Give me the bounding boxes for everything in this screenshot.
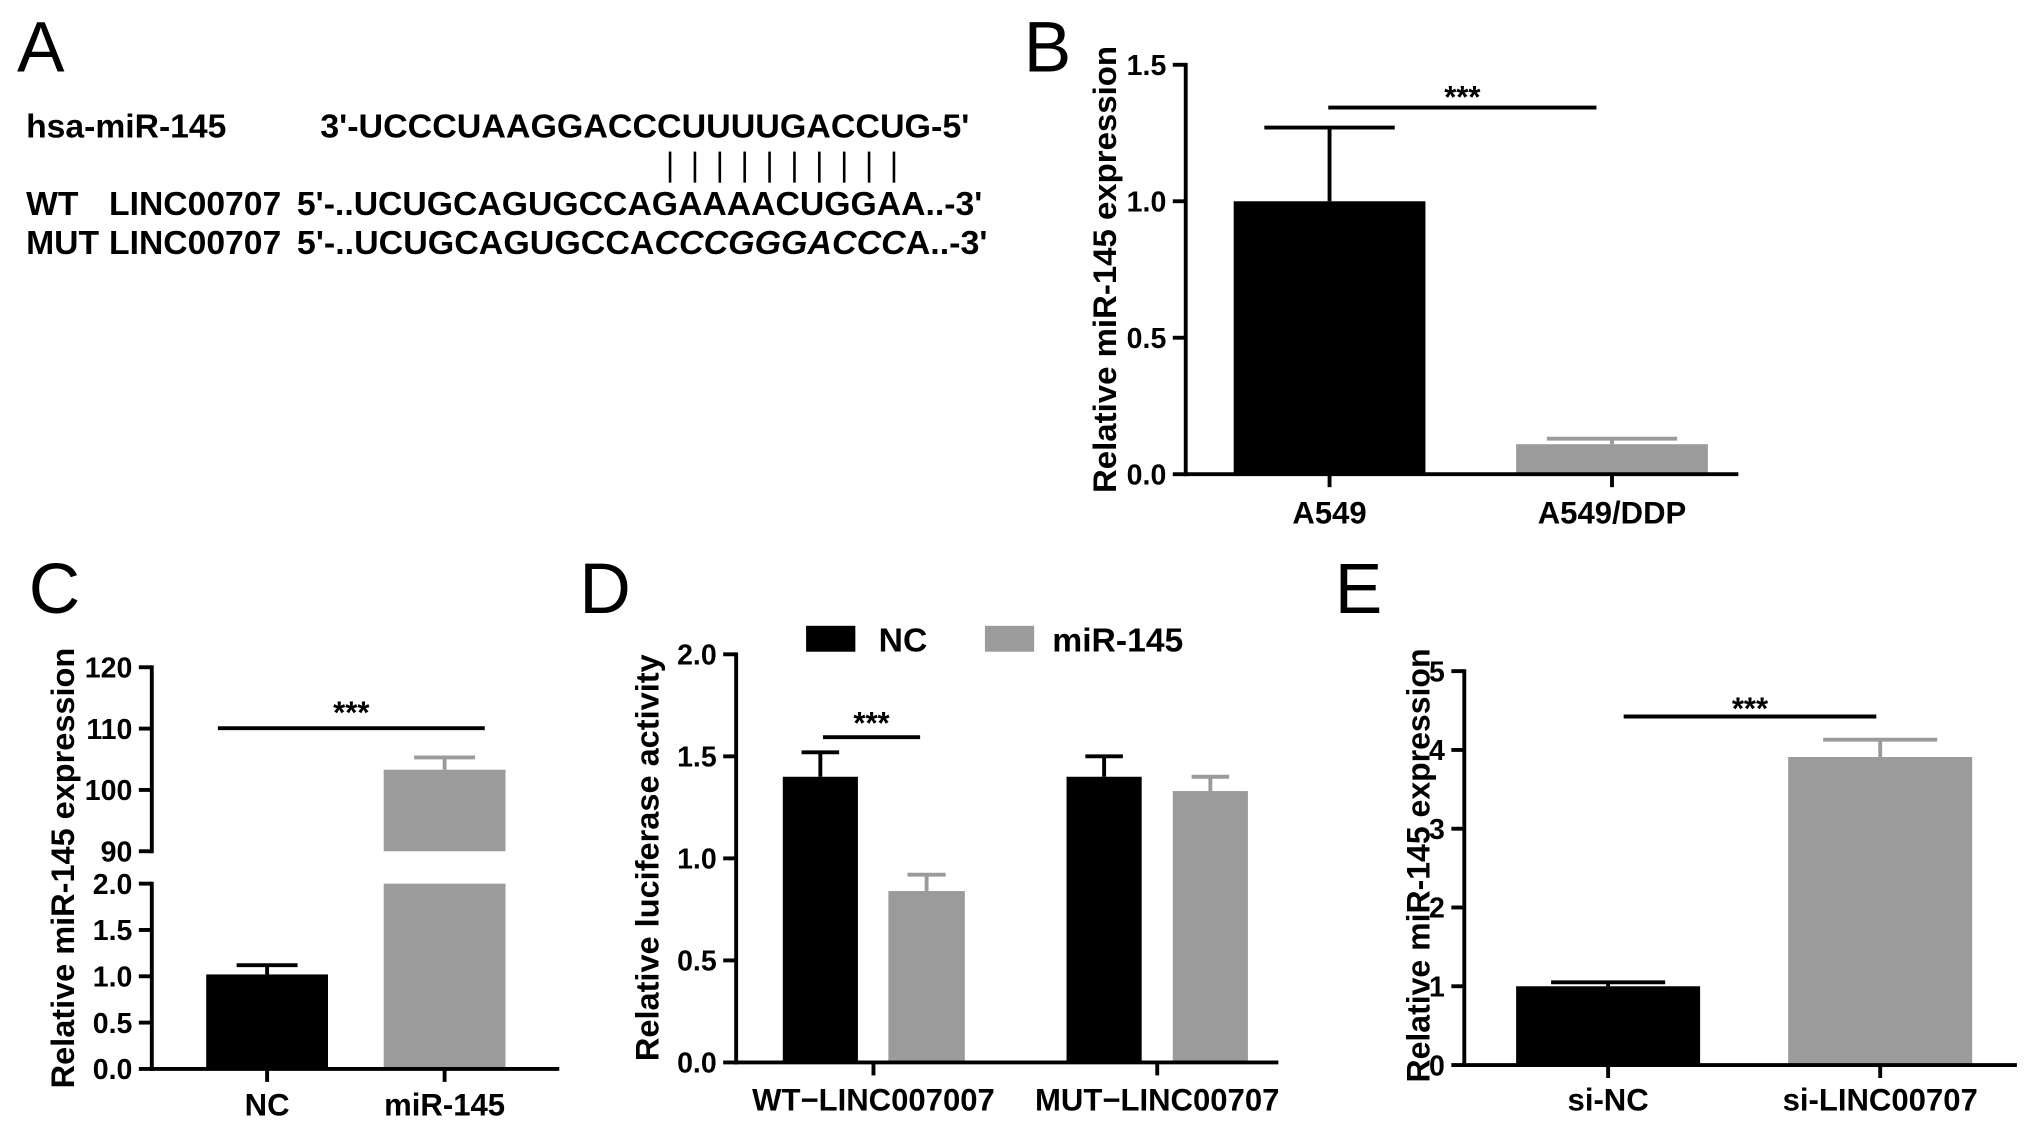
bar bbox=[383, 883, 506, 1069]
y-tick-label: 2.0 bbox=[93, 869, 133, 901]
y-tick-label: 1.0 bbox=[677, 844, 717, 876]
legend-label: NC bbox=[879, 623, 928, 660]
mirna-name: hsa-miR-145 bbox=[26, 108, 226, 145]
x-tick-label: A549 bbox=[1292, 495, 1366, 530]
y-tick-label: 1.5 bbox=[677, 742, 717, 774]
y-tick-label: 1.0 bbox=[93, 962, 133, 994]
mut-sequence: 5'-..UCUGCAGUGCCA CCCGGGACCCA..-3' bbox=[297, 225, 988, 262]
y-tick-label: 1.5 bbox=[1127, 50, 1167, 82]
bar bbox=[206, 974, 329, 1069]
bar bbox=[1066, 776, 1142, 1063]
bar bbox=[1516, 444, 1708, 475]
panel-label: D bbox=[579, 549, 630, 629]
y-tick-label: 120 bbox=[85, 653, 133, 685]
significance-label: *** bbox=[1444, 80, 1481, 115]
y-axis-label: Relative luciferase activity bbox=[629, 654, 665, 1061]
significance-label: *** bbox=[1732, 691, 1769, 726]
y-tick-label: 4 bbox=[1429, 735, 1445, 767]
mut-tag: MUT bbox=[26, 225, 99, 262]
bar bbox=[782, 776, 858, 1063]
mut-sequence-suffix: A..-3' bbox=[906, 225, 988, 262]
y-axis-label: Relative miR-145 expression bbox=[1400, 648, 1436, 1082]
y-tick-label: 1.5 bbox=[93, 915, 133, 947]
wt-sequence: 5'-..UCUGCAGUGCCAGAAAACUGGAA..-3' bbox=[297, 186, 982, 223]
y-axis-label: Relative miR-145 expression bbox=[1087, 46, 1123, 493]
y-tick-label: 0 bbox=[1429, 1050, 1445, 1082]
panel-b-chart: B 0.0 0.5 1.0 1.5 A549 A549/DDP Relative miR-14… bbox=[1024, 7, 1739, 530]
bar bbox=[1233, 201, 1426, 475]
mut-sequence-mutated: CCCGGGACCC bbox=[654, 225, 906, 262]
y-tick-label: 2.0 bbox=[677, 640, 717, 672]
y-tick-label: 0.0 bbox=[93, 1054, 133, 1086]
bar bbox=[888, 891, 965, 1063]
y-tick-label: 5 bbox=[1429, 656, 1445, 688]
x-tick-label: si-NC bbox=[1568, 1082, 1649, 1117]
x-tick-label: NC bbox=[245, 1088, 290, 1123]
y-tick-label: 0.5 bbox=[1127, 323, 1167, 355]
base-pairing-lines bbox=[668, 151, 896, 183]
bar bbox=[1172, 791, 1248, 1063]
x-tick-label: WT−LINC007007 bbox=[752, 1082, 995, 1117]
bar bbox=[1516, 986, 1701, 1066]
mut-sequence-prefix: 5'-..UCUGCAGUGCCA bbox=[297, 225, 655, 262]
panel-label: E bbox=[1335, 549, 1383, 629]
y-axis-label: Relative miR-145 expression bbox=[45, 648, 81, 1089]
x-tick-label: si-LINC00707 bbox=[1783, 1082, 1978, 1117]
wt-lncrna-name: LINC00707 bbox=[109, 186, 281, 223]
wt-tag: WT bbox=[26, 186, 79, 223]
legend-swatch bbox=[806, 625, 856, 652]
significance-label: *** bbox=[853, 705, 890, 740]
y-tick-label: 100 bbox=[85, 775, 133, 807]
panel-label: B bbox=[1024, 7, 1072, 87]
y-tick-label: 3 bbox=[1429, 814, 1445, 846]
y-tick-label: 1 bbox=[1429, 972, 1445, 1004]
panel-label: A bbox=[17, 7, 65, 87]
bar bbox=[383, 769, 506, 852]
y-tick-label: 2 bbox=[1429, 893, 1445, 925]
x-tick-label: A549/DDP bbox=[1538, 495, 1687, 530]
x-tick-label: MUT−LINC00707 bbox=[1035, 1082, 1279, 1117]
y-tick-label: 1.0 bbox=[1127, 187, 1167, 219]
y-tick-label: 0.0 bbox=[677, 1048, 717, 1080]
legend-swatch bbox=[984, 625, 1035, 652]
significance-label: *** bbox=[333, 695, 370, 730]
bar bbox=[1788, 757, 1973, 1066]
panel-d-chart: D 0.0 0.5 1.0 1.5 2.0 WT−LINC007007 MUT−LINC007… bbox=[579, 549, 1279, 1118]
panel-label: C bbox=[29, 549, 80, 629]
y-tick-label: 110 bbox=[86, 714, 132, 746]
y-tick-label: 0.5 bbox=[677, 946, 717, 978]
mut-lncrna-name: LINC00707 bbox=[109, 225, 281, 262]
panel-c-chart: C 0.0 0.5 1.0 1.5 2.090 100 110 120 NC miR-145 Rela… bbox=[29, 549, 560, 1123]
x-tick-label: miR-145 bbox=[384, 1088, 505, 1123]
y-tick-label: 0.0 bbox=[1127, 459, 1167, 491]
mirna-sequence: 3'-UCCCUAAGGACCCUUUUGACCUG-5' bbox=[320, 108, 969, 145]
y-tick-label: 90 bbox=[101, 837, 133, 869]
legend-label: miR-145 bbox=[1052, 623, 1183, 660]
panel-a: A hsa-miR-145 3'-UCCCUAAGGACCCUUUUGACCUG… bbox=[17, 7, 987, 262]
panel-e-chart: E 0 1 2 3 4 5 si-NC si-LINC00707 Relative miR-145… bbox=[1335, 549, 2017, 1117]
y-tick-label: 0.5 bbox=[93, 1008, 133, 1040]
